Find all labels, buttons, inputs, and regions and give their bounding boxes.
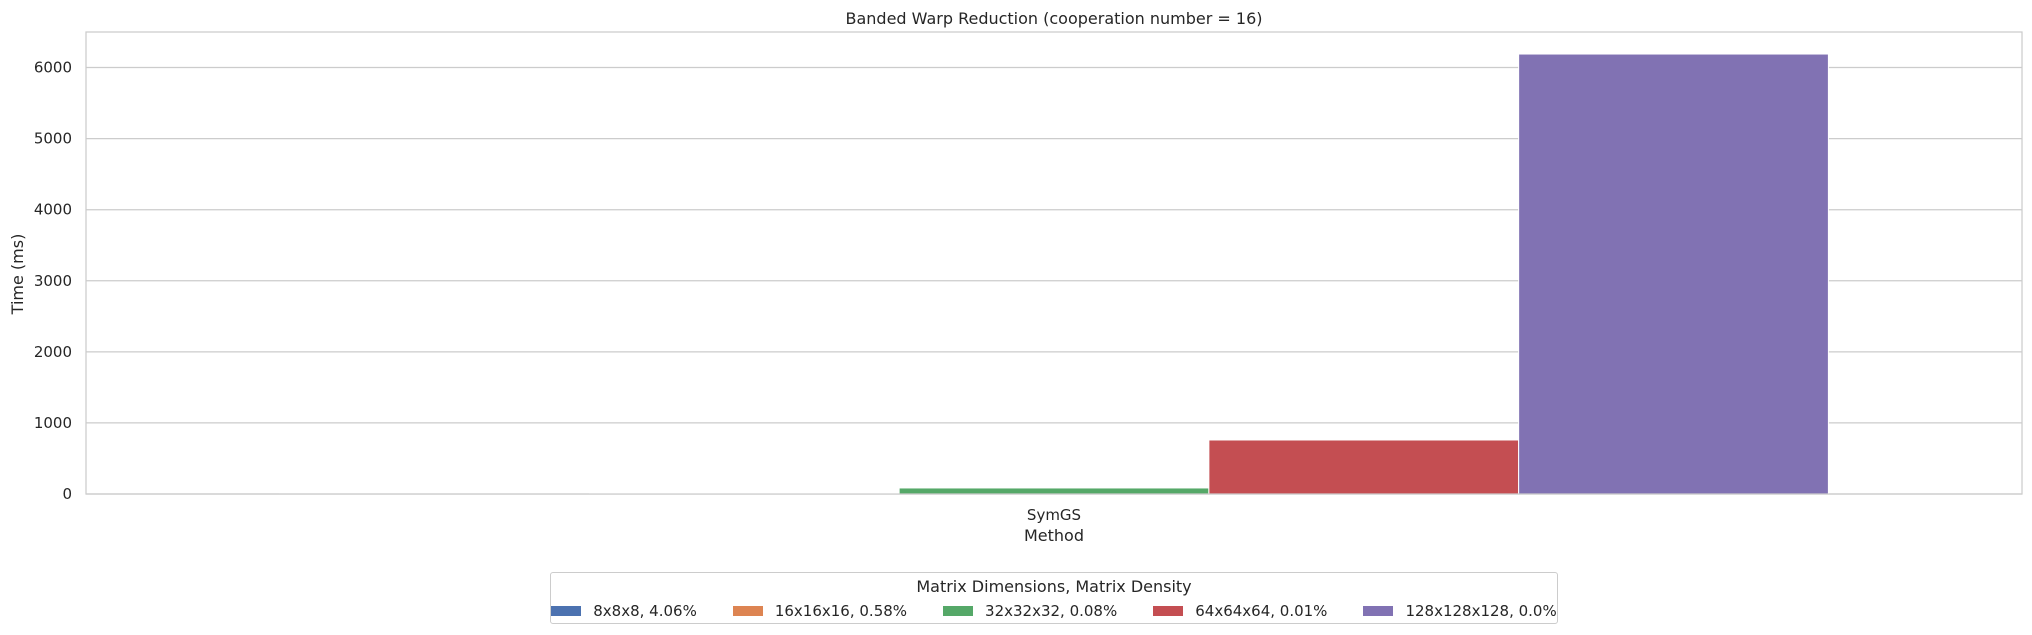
legend-item: 128x128x128, 0.0% (1363, 602, 1557, 620)
legend-item: 64x64x64, 0.01% (1153, 602, 1327, 620)
bar-chart: Banded Warp Reduction (cooperation numbe… (8, 9, 2023, 545)
bar-0-series-4 (1518, 53, 1829, 495)
legend-swatch (551, 606, 582, 616)
y-axis-label: Time (ms) (8, 234, 27, 316)
y-tick-label: 2000 (34, 343, 72, 361)
bar-0-series-2 (898, 487, 1210, 495)
x-tick-labels: SymGS (1027, 506, 1081, 524)
legend: Matrix Dimensions, Matrix Density 8x8x8,… (550, 572, 1558, 624)
legend-item: 32x32x32, 0.08% (943, 602, 1117, 620)
legend-title: Matrix Dimensions, Matrix Density (916, 577, 1192, 596)
legend-swatch (943, 606, 974, 616)
grid-layer (86, 66, 2022, 495)
legend-swatch (732, 606, 763, 616)
bar-layer (279, 53, 1829, 495)
y-tick-label: 0 (62, 485, 72, 503)
y-tick-label: 3000 (34, 272, 72, 290)
legend-item: 8x8x8, 4.06% (551, 602, 697, 620)
y-tick-label: 5000 (34, 130, 72, 148)
legend-swatch (1153, 606, 1184, 616)
y-tick-label: 6000 (34, 59, 72, 77)
y-tick-label: 1000 (34, 414, 72, 432)
legend-label: 8x8x8, 4.06% (593, 602, 697, 620)
y-tick-labels: 0 1000 2000 3000 4000 5000 6000 (34, 59, 72, 503)
legend-item: 16x16x16, 0.58% (732, 602, 908, 620)
legend-items: 8x8x8, 4.06% 16x16x16, 0.58% 32x32x32, 0.0… (551, 602, 1557, 620)
legend-label: 64x64x64, 0.01% (1195, 602, 1328, 620)
y-tick-label: 4000 (34, 201, 72, 219)
legend-label: 128x128x128, 0.0% (1405, 602, 1557, 620)
bar-0-series-3 (1208, 439, 1520, 495)
legend-swatch (1363, 606, 1394, 616)
plot-frame (85, 31, 2023, 495)
x-tick-label: SymGS (1027, 506, 1081, 524)
x-axis-label: Method (1024, 526, 1084, 545)
legend-label: 16x16x16, 0.58% (774, 602, 908, 620)
legend-label: 32x32x32, 0.08% (985, 602, 1118, 620)
chart-title: Banded Warp Reduction (cooperation numbe… (845, 9, 1262, 28)
